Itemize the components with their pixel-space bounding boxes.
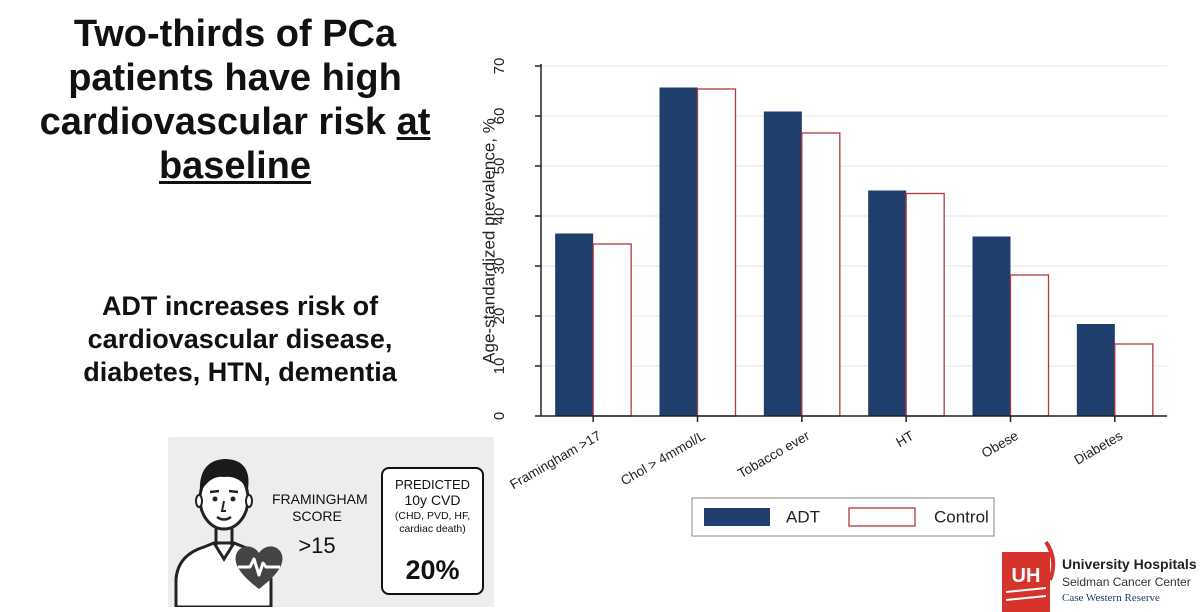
x-tick-label: Obese — [979, 428, 1021, 461]
bar-adt-4 — [972, 236, 1011, 416]
y-tick-label: 20 — [491, 308, 508, 325]
x-tick-label: Tobacco ever — [735, 428, 812, 481]
slide-title: Two-thirds of PCa patients have high car… — [39, 13, 431, 187]
bar-adt-3 — [868, 190, 907, 416]
heart-pulse-icon — [235, 546, 283, 589]
chart-gridlines — [541, 65, 1167, 367]
prevalence-bar-chart: 0 10 20 30 40 50 60 70 Framingham >17 Chol > 4mm… — [479, 58, 1167, 537]
y-tick-label: 10 — [491, 358, 508, 375]
bar-control-4 — [1009, 274, 1050, 417]
logo-name: University Hospitals — [1062, 556, 1197, 572]
predicted-outcomes: (CHD, PVD, HF, cardiac death) — [394, 510, 471, 535]
logo-center: Seidman Cancer Center — [1062, 575, 1191, 589]
x-axis-ticks: Framingham >17 Chol > 4mmol/L Tobacco ever… — [507, 416, 1125, 492]
y-axis-label: Age-standardized prevalence, % — [479, 118, 498, 364]
bar-control-2 — [801, 132, 841, 417]
bar-control-1 — [696, 88, 737, 417]
university-hospitals-logo: UH University Hospitals Seidman Cancer C… — [1000, 540, 1200, 612]
bar-control-3 — [905, 192, 945, 417]
chart-bars — [555, 87, 1154, 417]
bar-adt-2 — [763, 111, 802, 416]
slide-subtitle: ADT increases risk of cardiovascular dis… — [83, 291, 397, 387]
logo-university: Case Western Reserve — [1062, 592, 1160, 604]
legend-label-adt: ADT — [786, 507, 820, 526]
y-tick-label: 70 — [491, 58, 508, 75]
y-tick-label: 40 — [491, 208, 508, 225]
chart-legend: ADT Control — [691, 497, 995, 537]
framingham-card: FRAMINGHAM SCORE >15 PREDICTED 10y CVD (… — [168, 437, 494, 607]
bar-control-5 — [1114, 343, 1154, 417]
y-axis-ticks: 0 10 20 30 40 50 60 70 — [491, 58, 541, 420]
framingham-score-label: FRAMINGHAM SCORE — [272, 491, 368, 524]
bar-control-0 — [592, 243, 632, 417]
bar-adt-5 — [1076, 324, 1115, 416]
predicted-value: 20% — [405, 555, 460, 585]
bar-adt-1 — [659, 87, 698, 416]
predicted-horizon: 10y CVD — [404, 492, 461, 508]
uh-logo-mark: UH — [1002, 540, 1056, 612]
legend-swatch-control — [848, 507, 916, 527]
bar-adt-0 — [555, 233, 594, 416]
x-tick-label: HT — [893, 428, 916, 450]
y-tick-label: 50 — [491, 158, 508, 175]
predicted-label: PREDICTED — [394, 477, 471, 492]
legend-label-control: Control — [934, 507, 989, 526]
x-tick-label: Framingham >17 — [507, 428, 603, 492]
x-tick-label: Diabetes — [1071, 428, 1125, 468]
uh-logo-text: UH — [1012, 565, 1041, 587]
y-tick-label: 0 — [491, 412, 508, 420]
legend-swatch-adt — [704, 508, 770, 526]
framingham-score-value: >15 — [298, 533, 336, 558]
y-tick-label: 30 — [491, 258, 508, 275]
predicted-cvd-box: PREDICTED 10y CVD (CHD, PVD, HF, cardiac… — [381, 467, 484, 595]
x-tick-label: Chol > 4mmol/L — [618, 428, 708, 489]
y-tick-label: 60 — [491, 108, 508, 125]
